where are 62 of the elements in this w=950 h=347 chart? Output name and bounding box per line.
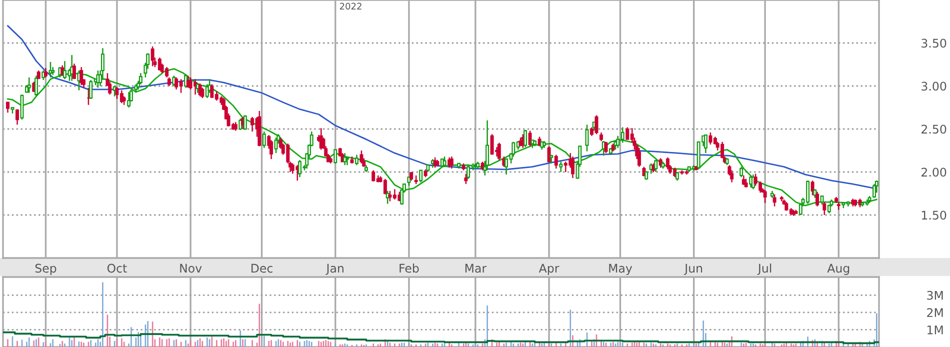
candlestick bbox=[740, 166, 744, 178]
x-tick-label: Sep bbox=[35, 264, 56, 275]
candlestick bbox=[547, 146, 551, 162]
candlestick bbox=[464, 173, 468, 185]
candlestick bbox=[250, 116, 254, 132]
candlestick bbox=[20, 94, 24, 120]
candlestick bbox=[419, 170, 423, 183]
candlestick bbox=[772, 194, 776, 208]
candlestick bbox=[564, 161, 568, 173]
candlestick bbox=[34, 75, 38, 97]
x-tick-label: Aug bbox=[827, 264, 850, 275]
candlestick bbox=[666, 156, 670, 170]
candlestick bbox=[637, 147, 641, 168]
candlestick bbox=[559, 161, 563, 173]
x-tick-label: Nov bbox=[180, 264, 202, 273]
y-tick-label: 2.00 bbox=[922, 168, 946, 177]
candlestick bbox=[354, 154, 358, 166]
candlestick bbox=[372, 170, 376, 182]
candlestick bbox=[554, 154, 558, 170]
candlestick bbox=[200, 87, 204, 99]
candlestick bbox=[742, 174, 746, 186]
y-tick-label: 1.50 bbox=[922, 210, 946, 220]
candlestick bbox=[704, 134, 708, 154]
y-tick-label: 3M bbox=[927, 290, 943, 300]
annotation: 2022 bbox=[340, 2, 362, 10]
candlestick bbox=[44, 67, 48, 78]
candlestick bbox=[262, 130, 266, 149]
candlestick bbox=[816, 191, 820, 208]
y-tick-label: 2.50 bbox=[922, 124, 946, 134]
candlestick bbox=[150, 46, 154, 67]
x-tick-label: Jan bbox=[326, 264, 344, 275]
x-tick-label: Dec bbox=[252, 264, 272, 273]
y-tick-label: 1M bbox=[928, 326, 943, 334]
candlestick bbox=[571, 156, 574, 179]
candlestick bbox=[334, 149, 338, 164]
candlestick bbox=[524, 129, 528, 148]
candlestick bbox=[654, 159, 658, 173]
y-tick-label: 3.00 bbox=[922, 82, 946, 91]
candlestick bbox=[360, 150, 364, 164]
candlestick bbox=[274, 136, 278, 154]
candlestick bbox=[490, 134, 494, 156]
candlestick bbox=[80, 66, 84, 86]
x-tick-label: Mar bbox=[465, 264, 487, 273]
candlestick bbox=[810, 180, 814, 196]
x-tick-label: May bbox=[609, 264, 632, 275]
x-tick-label: Apr bbox=[538, 264, 560, 275]
x-tick-label: Jun bbox=[684, 264, 702, 275]
line-series bbox=[7, 25, 875, 190]
candlestick bbox=[72, 63, 76, 80]
candlestick bbox=[345, 156, 349, 166]
x-tick-label: Oct bbox=[107, 264, 127, 273]
y-tick-label: 3.50 bbox=[922, 38, 946, 48]
candlestick bbox=[89, 79, 93, 100]
candlestick bbox=[822, 201, 826, 216]
x-tick-label: Feb bbox=[400, 264, 419, 273]
candlestick bbox=[450, 156, 454, 170]
candlestick bbox=[6, 102, 10, 114]
candlestick bbox=[127, 91, 131, 108]
y-tick-label: 2M bbox=[927, 308, 943, 317]
candlestick bbox=[836, 201, 840, 210]
x-tick-label: Jul bbox=[757, 264, 772, 275]
candlestick bbox=[16, 108, 19, 126]
